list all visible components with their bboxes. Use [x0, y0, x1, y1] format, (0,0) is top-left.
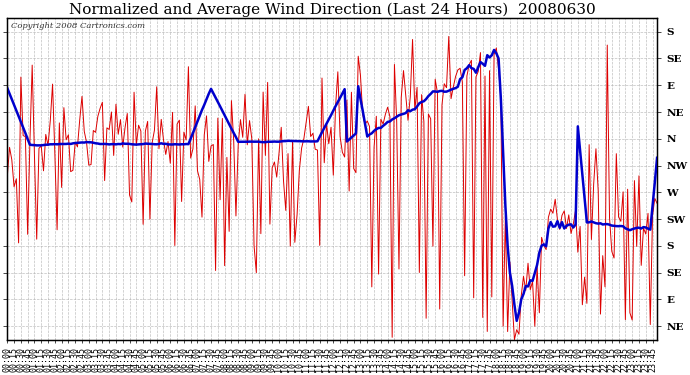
Text: Copyright 2008 Cartronics.com: Copyright 2008 Cartronics.com — [10, 21, 145, 30]
Title: Normalized and Average Wind Direction (Last 24 Hours)  20080630: Normalized and Average Wind Direction (L… — [69, 3, 595, 17]
